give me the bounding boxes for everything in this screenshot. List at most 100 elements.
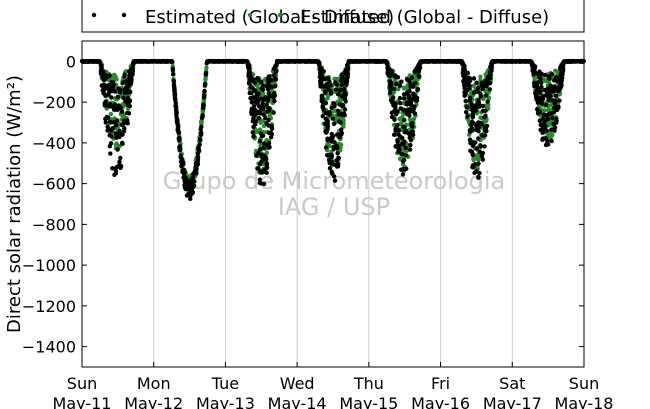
data-point [470,143,475,149]
data-point [267,144,272,150]
data-point [397,96,403,101]
data-point [489,61,495,67]
data-point [179,163,184,169]
x-tick-label-day: Sun [67,374,97,393]
data-point [254,93,260,99]
data-point [337,134,342,140]
data-point [195,151,201,157]
data-point [390,100,395,105]
data-point [412,111,418,116]
data-point [474,156,480,162]
data-point [321,107,326,113]
data-point [394,110,400,115]
data-point [475,85,481,91]
data-point [101,90,106,96]
data-point [265,87,271,92]
data-point [268,130,274,136]
data-point [178,154,183,160]
y-tick-label: −800 [32,215,76,234]
legend-box [81,0,585,33]
data-point [196,148,202,153]
data-point [260,87,266,93]
data-point [183,186,189,192]
data-point [254,153,259,158]
data-point [107,119,113,124]
data-point [461,78,466,83]
data-point [387,90,393,95]
data-point [266,80,271,85]
data-point [464,88,470,93]
data-point [391,132,397,137]
data-point [193,169,198,175]
data-point [546,107,551,112]
data-point [102,87,107,92]
data-point [340,112,345,118]
data-point [330,116,336,121]
data-point [400,172,406,177]
data-point [533,92,539,97]
data-point [126,99,132,104]
data-point [479,80,485,85]
data-point [474,80,479,85]
data-point [321,69,326,74]
data-point [345,62,350,68]
data-point [263,115,268,121]
y-tick-label: 0 [66,52,76,71]
data-point [403,145,409,151]
data-point [342,94,348,99]
data-point [416,73,421,78]
data-point [398,100,403,106]
data-point [172,87,177,92]
data-point [406,93,411,98]
data-point [261,153,267,158]
data-point [476,128,481,134]
data-point [246,70,252,75]
data-point [407,135,412,140]
data-point [539,84,544,90]
data-point [266,91,271,96]
x-tick-label-date: May-16 [411,394,470,409]
data-point [109,95,114,100]
data-point [401,166,406,172]
data-point [245,59,250,64]
data-point [474,123,479,129]
data-point [273,84,278,89]
data-point [462,83,468,88]
data-point [319,96,325,101]
data-point [543,102,549,108]
data-point [540,137,545,143]
data-point [469,122,474,128]
data-point [115,147,120,152]
data-point [170,68,176,73]
data-point [188,196,193,202]
data-point [407,88,412,94]
data-point [537,72,542,77]
x-tick-label-day: Mon [137,374,171,393]
data-point [409,75,415,81]
data-point [110,166,115,171]
data-point [535,111,541,116]
x-tick-label-day: Wed [280,374,315,393]
data-point [474,168,479,174]
data-point [401,124,406,129]
legend-marker-1b [121,12,127,18]
data-point [329,154,334,160]
data-point [250,130,255,135]
data-point [330,136,335,142]
data-point [331,145,337,150]
data-point [545,139,550,144]
data-point [414,98,420,103]
data-point [560,72,565,77]
data-point [529,62,535,67]
data-point [471,76,477,81]
data-point [181,168,187,173]
y-tick-label: −400 [32,134,76,153]
data-point [264,162,270,167]
data-point [541,116,546,121]
data-point [544,128,550,133]
data-point [334,164,340,169]
y-tick-label: −600 [32,175,76,194]
data-point [99,83,105,88]
data-point [480,157,486,162]
data-point [320,113,325,119]
